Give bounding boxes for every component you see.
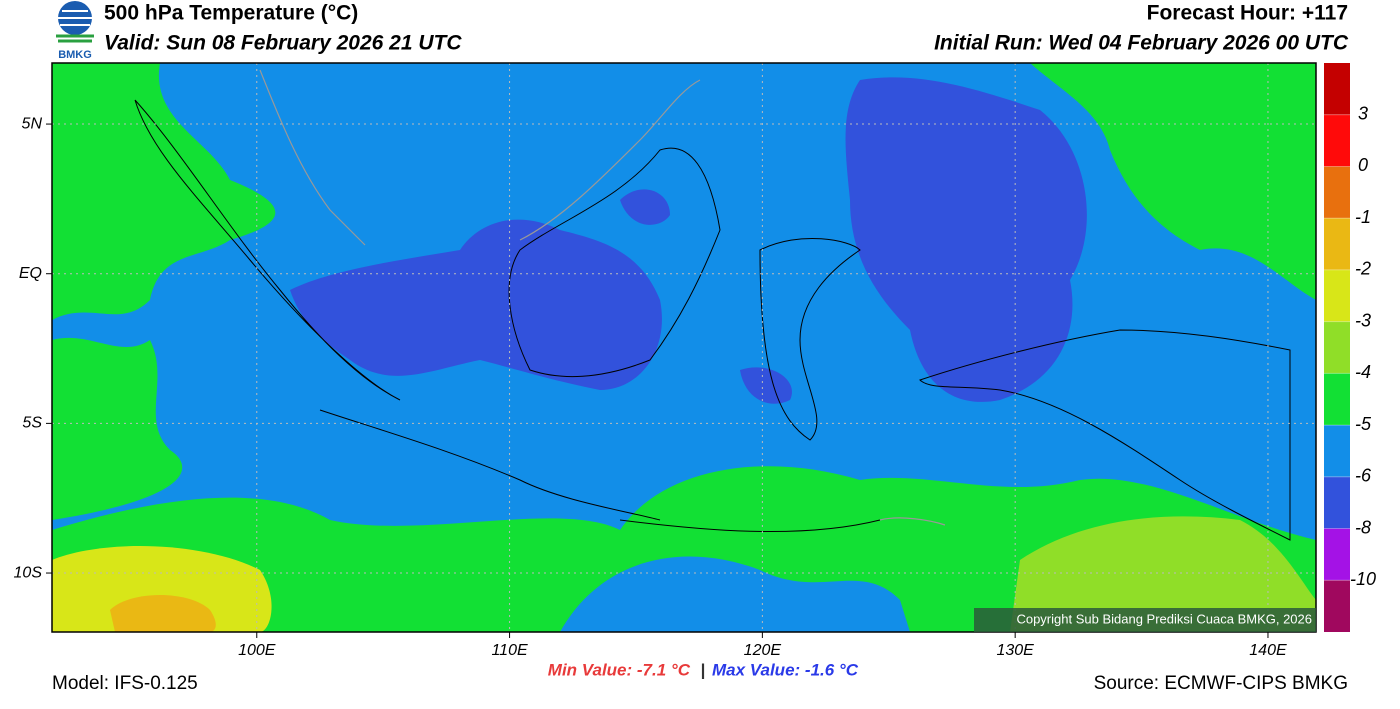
y-tick-label: EQ	[19, 265, 42, 282]
field-region	[620, 189, 670, 225]
colorbar-segment	[1324, 218, 1350, 270]
logo: BMKG	[56, 1, 94, 61]
colorbar-segment	[1324, 373, 1350, 426]
x-tick-label: 100E	[238, 642, 276, 659]
min-value: Min Value: -7.1 °C	[548, 660, 691, 679]
x-tick-label: 130E	[996, 642, 1034, 659]
colorbar-label: -4	[1355, 362, 1371, 382]
colorbar-segment	[1324, 580, 1350, 632]
colorbar-label: -10	[1350, 569, 1376, 589]
logo-text: BMKG	[58, 49, 92, 61]
colorbar-label: -8	[1355, 517, 1371, 537]
colorbar-label: -2	[1355, 259, 1371, 279]
colorbar-segment	[1324, 63, 1350, 115]
colorbar-label: -1	[1355, 207, 1371, 227]
field-region	[52, 63, 276, 320]
map-frame	[51, 62, 1317, 633]
field-region	[1010, 516, 1316, 632]
colorbar-label: 3	[1358, 103, 1368, 123]
colorbar-label: -6	[1355, 466, 1372, 486]
colorbar-segment	[1324, 476, 1350, 529]
x-tick-label: 140E	[1249, 642, 1287, 659]
separator: |	[701, 660, 706, 679]
colorbar-segment	[1324, 114, 1350, 167]
colorbar-label: -5	[1355, 414, 1372, 434]
y-tick-label: 5N	[22, 115, 43, 132]
field-region	[740, 367, 792, 404]
borders	[259, 69, 946, 526]
y-tick-label: 5S	[22, 415, 42, 432]
field-region	[1030, 63, 1316, 300]
colorbar-label: -3	[1355, 310, 1371, 330]
field-region	[110, 595, 216, 632]
field-region	[52, 337, 183, 520]
initial-run: Initial Run: Wed 04 February 2026 00 UTC	[934, 32, 1349, 55]
colorbar-segment	[1324, 321, 1350, 374]
title: 500 hPa Temperature (°C)	[104, 2, 358, 25]
copyright: Copyright Sub Bidang Prediksi Cuaca BMKG…	[1016, 611, 1312, 626]
valid-time: Valid: Sun 08 February 2026 21 UTC	[104, 32, 462, 55]
colorbar-segment	[1324, 425, 1350, 477]
field-region	[290, 219, 662, 390]
field-region	[560, 556, 910, 632]
max-value: Max Value: -1.6 °C	[712, 660, 859, 679]
temperature-field	[52, 63, 1316, 632]
field-region	[52, 546, 272, 632]
colorbar-segment	[1324, 166, 1350, 219]
source: Source: ECMWF-CIPS BMKG	[1094, 673, 1348, 694]
x-tick-label: 110E	[491, 642, 528, 659]
coastlines	[134, 99, 1291, 541]
copyright-box	[974, 608, 1316, 632]
field-region	[845, 77, 1087, 402]
forecast-hour: Forecast Hour: +117	[1147, 2, 1348, 25]
colorbar-segment	[1324, 269, 1350, 322]
model: Model: IFS-0.125	[52, 673, 198, 694]
x-tick-label: 120E	[744, 642, 782, 659]
y-tick-label: 10S	[14, 564, 43, 581]
colorbar-segment	[1324, 528, 1350, 581]
colorbar-label: 0	[1358, 155, 1368, 175]
field-region	[52, 466, 1316, 632]
